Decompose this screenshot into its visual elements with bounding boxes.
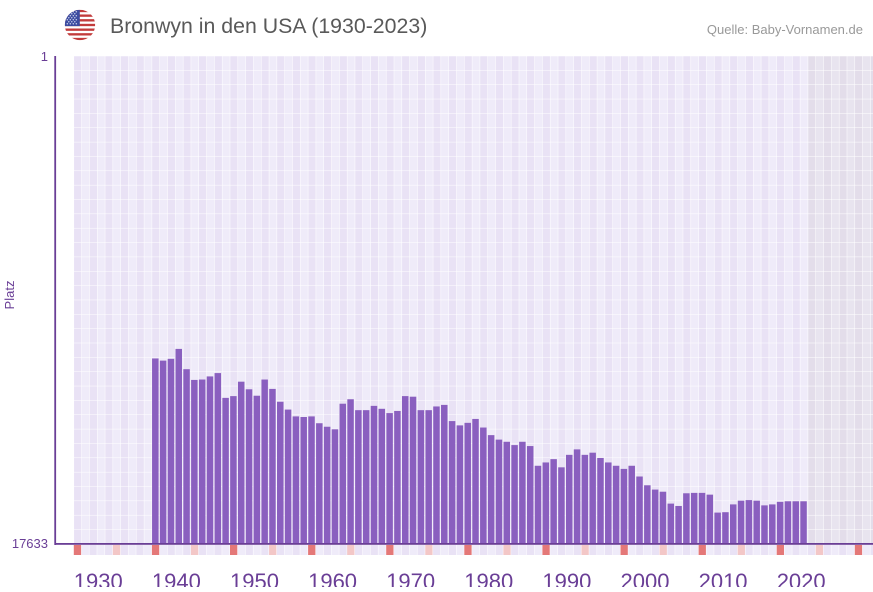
svg-text:17633: 17633	[12, 536, 48, 551]
svg-text:1940: 1940	[152, 569, 201, 587]
svg-text:Quelle: Baby-Vornamen.de: Quelle: Baby-Vornamen.de	[707, 22, 863, 37]
svg-text:Platz: Platz	[2, 281, 17, 310]
svg-text:2020: 2020	[777, 569, 826, 587]
svg-text:1960: 1960	[308, 569, 357, 587]
svg-text:1930: 1930	[74, 569, 123, 587]
svg-text:1: 1	[41, 49, 48, 64]
svg-text:Bronwyn in den USA (1930-2023): Bronwyn in den USA (1930-2023)	[110, 14, 427, 38]
svg-text:1980: 1980	[464, 569, 513, 587]
svg-text:1990: 1990	[542, 569, 591, 587]
svg-text:1970: 1970	[386, 569, 435, 587]
svg-text:2010: 2010	[699, 569, 748, 587]
svg-text:2000: 2000	[621, 569, 670, 587]
svg-text:1950: 1950	[230, 569, 279, 587]
